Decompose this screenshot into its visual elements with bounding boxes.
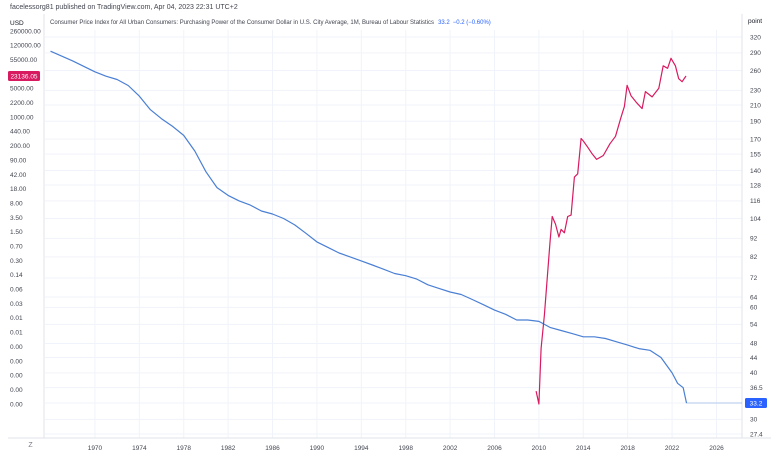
right-tick-label: 260 bbox=[750, 68, 761, 75]
left-tick-label: 3.50 bbox=[10, 215, 23, 222]
x-tick-label: 1978 bbox=[176, 445, 191, 452]
publisher-line: facelessorg81 published on TradingView.c… bbox=[10, 4, 238, 11]
left-tick-label: 0.03 bbox=[10, 301, 23, 308]
x-tick-label: 2018 bbox=[620, 445, 635, 452]
right-tick-label: 116 bbox=[750, 198, 761, 205]
x-tick-label: 1974 bbox=[132, 445, 147, 452]
left-tick-label: 55000.00 bbox=[10, 57, 37, 64]
left-tick-label: 0.00 bbox=[10, 387, 23, 394]
right-tick-label: 128 bbox=[750, 182, 761, 189]
x-tick-label: 2022 bbox=[665, 445, 680, 452]
left-tick-label: 0.01 bbox=[10, 315, 23, 322]
legend-value: 33.2 bbox=[438, 20, 450, 26]
right-value-badge-label: 33.2 bbox=[750, 400, 763, 407]
left-tick-label: 42.00 bbox=[10, 172, 27, 179]
legend-title: Consumer Price Index for All Urban Consu… bbox=[50, 20, 435, 26]
left-tick-label: 5000.00 bbox=[10, 86, 34, 93]
x-tick-label: 1982 bbox=[221, 445, 236, 452]
x-tick-label: 2002 bbox=[443, 445, 458, 452]
cpi-purchasing-power-line bbox=[50, 50, 688, 404]
x-tick-label: 1994 bbox=[354, 445, 369, 452]
right-tick-label: 48 bbox=[750, 341, 758, 348]
legend-change: −0.2 (−0.60%) bbox=[452, 20, 491, 26]
left-tick-label: 90.00 bbox=[10, 157, 27, 164]
right-tick-label: 82 bbox=[750, 254, 758, 261]
left-value-badge bbox=[8, 71, 40, 81]
x-tick-label: 1986 bbox=[265, 445, 280, 452]
left-tick-label: 0.70 bbox=[10, 243, 23, 250]
right-tick-label: 54 bbox=[750, 322, 758, 329]
left-tick-label: 440.00 bbox=[10, 129, 30, 136]
left-tick-label: 0.00 bbox=[10, 401, 23, 408]
x-tick-label: 2026 bbox=[709, 445, 724, 452]
left-tick-label: 260000.00 bbox=[10, 28, 41, 35]
left-tick-label: 200.00 bbox=[10, 143, 30, 150]
right-value-badge bbox=[745, 397, 767, 408]
left-tick-label: 0.30 bbox=[10, 258, 23, 265]
left-tick-label: 0.00 bbox=[10, 373, 23, 380]
right-axis-unit: point bbox=[748, 18, 763, 25]
series-legend[interactable]: Consumer Price Index for All Urban Consu… bbox=[50, 20, 491, 26]
x-tick-label: 1970 bbox=[88, 445, 103, 452]
left-tick-label: 0.14 bbox=[10, 272, 23, 279]
left-tick-label: 0.01 bbox=[10, 330, 23, 337]
x-tick-label: 2014 bbox=[576, 445, 591, 452]
x-tick-label: 2010 bbox=[532, 445, 547, 452]
right-tick-label: 30 bbox=[750, 417, 758, 424]
right-tick-label: 170 bbox=[750, 136, 761, 143]
right-tick-label: 64 bbox=[750, 294, 758, 301]
right-tick-label: 230 bbox=[750, 88, 761, 95]
left-tick-label: 0.00 bbox=[10, 344, 23, 351]
left-value-badge-label: 23136.05 bbox=[10, 73, 37, 80]
right-tick-label: 104 bbox=[750, 216, 761, 223]
right-tick-label: 210 bbox=[750, 102, 761, 109]
left-tick-label: 18.00 bbox=[10, 186, 27, 193]
left-tick-label: 1.50 bbox=[10, 229, 23, 236]
usd-price-line bbox=[535, 57, 687, 405]
right-tick-label: 190 bbox=[750, 119, 761, 126]
x-tick-label: 1998 bbox=[398, 445, 413, 452]
right-tick-label: 290 bbox=[750, 50, 761, 57]
left-tick-label: 2200.00 bbox=[10, 100, 34, 107]
x-tick-label: 1990 bbox=[310, 445, 325, 452]
right-tick-label: 92 bbox=[750, 236, 758, 243]
left-tick-label: 1000.00 bbox=[10, 114, 34, 121]
right-tick-label: 155 bbox=[750, 151, 761, 158]
right-tick-label: 36.5 bbox=[750, 385, 763, 392]
right-tick-label: 140 bbox=[750, 168, 761, 175]
left-tick-label: 0.00 bbox=[10, 358, 23, 365]
left-tick-label: 0.06 bbox=[10, 287, 23, 294]
right-tick-label: 40 bbox=[750, 370, 758, 377]
right-tick-label: 27.4 bbox=[750, 431, 763, 438]
left-tick-label: 8.00 bbox=[10, 200, 23, 207]
left-axis-unit: USD bbox=[10, 20, 24, 27]
left-tick-label: 120000.00 bbox=[10, 43, 41, 50]
right-tick-label: 72 bbox=[750, 275, 758, 282]
auto-scale-icon[interactable]: Z bbox=[28, 442, 33, 449]
right-tick-label: 320 bbox=[750, 34, 761, 41]
right-tick-label: 60 bbox=[750, 305, 758, 312]
x-tick-label: 2006 bbox=[487, 445, 502, 452]
right-tick-label: 44 bbox=[750, 355, 758, 362]
